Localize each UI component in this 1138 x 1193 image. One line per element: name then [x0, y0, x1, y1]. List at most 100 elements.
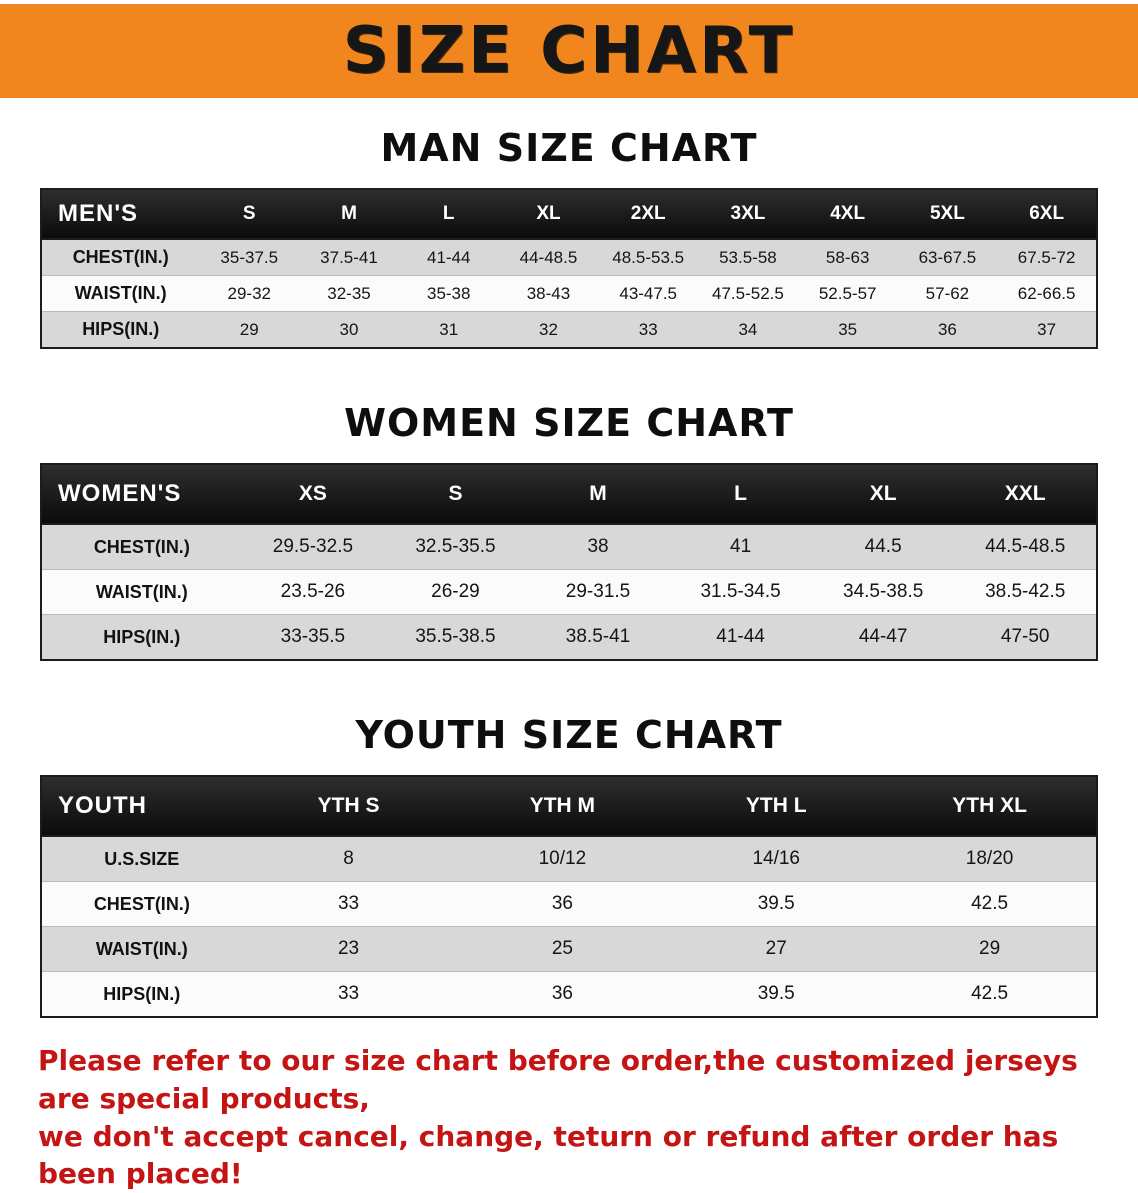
- measurement-row: HIPS(IN.) 33 36 39.5 42.5: [41, 971, 1097, 1017]
- size-value-cell: 41: [730, 536, 752, 557]
- measurement-row-label: CHEST(IN.): [93, 536, 190, 557]
- size-value-cell: 25: [551, 938, 573, 959]
- measurement-row-label: HIPS(IN.): [103, 983, 181, 1004]
- measurement-row: CHEST(IN.) 33 36 39.5 42.5: [41, 881, 1097, 927]
- size-value-cell: 39.5: [757, 893, 795, 914]
- measurement-row-label: WAIST(IN.): [74, 283, 167, 303]
- size-value-cell: 36: [551, 893, 573, 914]
- men-size-table: MEN'S S M L XL 2XL 3XL 4XL 5XL 6XL CHEST(IN.) 35-37…: [40, 188, 1098, 349]
- man-size-chart-section: MAN SIZE CHART MEN'S S M L XL 2XL 3XL 4XL 5XL 6XL…: [0, 126, 1138, 349]
- size-value-cell: 33-35.5: [280, 626, 346, 647]
- size-column-header: S: [199, 189, 300, 240]
- size-value-cell: 29.5-32.5: [272, 536, 354, 557]
- size-column-header: L: [669, 464, 812, 525]
- size-column-header: XS: [241, 464, 385, 525]
- size-value-cell: 26-29: [431, 581, 480, 602]
- size-value-cell: 42.5: [971, 983, 1009, 1004]
- size-value-cell: 34: [738, 319, 758, 339]
- size-value-cell: 47.5-52.5: [712, 283, 784, 303]
- size-value-cell: 23.5-26: [280, 581, 346, 602]
- size-value-cell: 14/16: [752, 848, 800, 869]
- measurement-row: CHEST(IN.) 29.5-32.5 32.5-35.5 38 41 44.5 44.5…: [41, 524, 1097, 570]
- size-value-cell: 38.5-42.5: [985, 581, 1066, 602]
- size-value-cell: 33: [638, 319, 658, 339]
- measurement-row: WAIST(IN.) 23 25 27 29: [41, 926, 1097, 972]
- measurement-row: U.S.SIZE 8 10/12 14/16 18/20: [41, 836, 1097, 882]
- measurement-row: WAIST(IN.) 29-32 32-35 35-38 38-43 43-47.5 47.…: [41, 275, 1097, 312]
- size-value-cell: 29: [239, 319, 259, 339]
- measurement-row-label: HIPS(IN.): [82, 319, 160, 339]
- size-value-cell: 43-47.5: [619, 283, 678, 303]
- size-value-cell: 31: [439, 319, 459, 339]
- youth-size-table: YOUTH YTH S YTH M YTH L YTH XL U.S.SIZE 8 10/12…: [40, 775, 1098, 1018]
- size-value-cell: 35.5-38.5: [415, 626, 496, 647]
- size-column-header: YTH S: [241, 776, 456, 837]
- size-value-cell: 37: [1037, 319, 1057, 339]
- size-value-cell: 31.5-34.5: [700, 581, 781, 602]
- measurement-row-label: CHEST(IN.): [93, 893, 190, 914]
- size-chart-page: SIZE CHART MAN SIZE CHART MEN'S S M L XL 2XL 3…: [0, 4, 1138, 1193]
- table-header-row: MEN'S S M L XL 2XL 3XL 4XL 5XL 6XL: [41, 189, 1097, 240]
- measurement-row: CHEST(IN.) 35-37.5 37.5-41 41-44 44-48.5 48.5…: [41, 239, 1097, 276]
- measurement-row: WAIST(IN.) 23.5-26 26-29 29-31.5 31.5-34.5 34…: [41, 569, 1097, 615]
- size-value-cell: 32-35: [327, 283, 371, 303]
- size-value-cell: 29-31.5: [565, 581, 631, 602]
- size-value-cell: 36: [937, 319, 957, 339]
- size-value-cell: 41-44: [716, 626, 765, 647]
- size-value-cell: 53.5-58: [719, 247, 777, 267]
- size-column-header: 2XL: [598, 189, 699, 240]
- measurement-row-label: HIPS(IN.): [103, 626, 181, 647]
- size-value-cell: 10/12: [538, 848, 587, 869]
- size-value-cell: 27: [765, 938, 787, 959]
- measurement-row-label: WAIST(IN.): [95, 581, 188, 602]
- size-value-cell: 62-66.5: [1017, 283, 1076, 303]
- size-value-cell: 57-62: [925, 283, 970, 303]
- size-value-cell: 63-67.5: [918, 247, 977, 267]
- size-value-cell: 34.5-38.5: [843, 581, 924, 602]
- measurement-row: HIPS(IN.) 29 30 31 32 33 34 35 36 37: [41, 311, 1097, 348]
- size-value-cell: 8: [343, 848, 354, 869]
- size-column-header: M: [526, 464, 670, 525]
- table-title: MEN'S: [41, 189, 200, 240]
- measurement-row-label: WAIST(IN.): [95, 938, 188, 959]
- size-value-cell: 39.5: [757, 983, 795, 1004]
- size-column-header: YTH L: [669, 776, 884, 837]
- page-title: SIZE CHART: [342, 14, 796, 88]
- size-value-cell: 33: [337, 983, 360, 1004]
- size-value-cell: 29: [979, 938, 1001, 959]
- size-column-header: XXL: [954, 464, 1097, 525]
- disclaimer: Please refer to our size chart before or…: [38, 1042, 1100, 1193]
- size-column-header: 3XL: [698, 189, 798, 240]
- size-column-header: M: [299, 189, 399, 240]
- disclaimer-line-2: we don't accept cancel, change, teturn o…: [38, 1119, 1059, 1191]
- measurement-row-label: CHEST(IN.): [72, 247, 169, 267]
- size-value-cell: 35-38: [426, 283, 471, 303]
- youth-size-chart-heading: YOUTH SIZE CHART: [355, 713, 783, 757]
- size-column-header: 4XL: [797, 189, 898, 240]
- size-column-header: 5XL: [897, 189, 998, 240]
- size-value-cell: 35: [838, 319, 858, 339]
- size-value-cell: 37.5-41: [320, 247, 378, 267]
- size-value-cell: 36: [551, 983, 573, 1004]
- size-value-cell: 32.5-35.5: [415, 536, 496, 557]
- size-value-cell: 29-32: [227, 283, 271, 303]
- size-value-cell: 47-50: [1000, 626, 1050, 647]
- size-value-cell: 35-37.5: [220, 247, 279, 267]
- disclaimer-line-1: Please refer to our size chart before or…: [38, 1044, 1078, 1115]
- table-header-row: YOUTH YTH S YTH M YTH L YTH XL: [41, 776, 1097, 837]
- size-column-header: XL: [498, 189, 599, 240]
- size-value-cell: 18/20: [965, 848, 1014, 869]
- measurement-row: HIPS(IN.) 33-35.5 35.5-38.5 38.5-41 41-44 44-…: [41, 614, 1097, 660]
- size-value-cell: 41-44: [426, 247, 471, 267]
- women-size-chart-section: WOMEN SIZE CHART WOMEN'S XS S M L XL XXL CHEST(…: [0, 401, 1138, 661]
- size-value-cell: 44-48.5: [519, 247, 578, 267]
- measurement-row-label: U.S.SIZE: [104, 848, 180, 869]
- size-value-cell: 23: [337, 938, 360, 959]
- women-size-chart-heading: WOMEN SIZE CHART: [344, 401, 794, 445]
- size-value-cell: 48.5-53.5: [612, 247, 685, 267]
- women-size-table: WOMEN'S XS S M L XL XXL CHEST(IN.) 29.5-32.5 32.5…: [40, 463, 1098, 661]
- size-column-header: 6XL: [997, 189, 1097, 240]
- size-value-cell: 38-43: [526, 283, 571, 303]
- size-column-header: S: [384, 464, 527, 525]
- size-column-header: YTH M: [455, 776, 670, 837]
